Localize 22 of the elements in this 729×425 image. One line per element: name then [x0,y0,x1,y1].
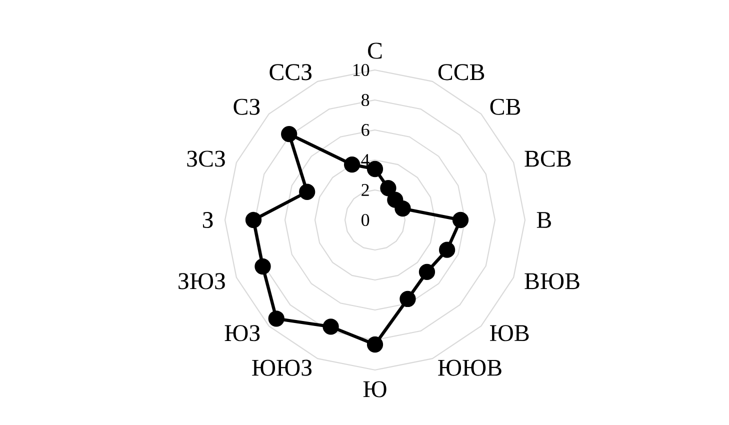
spoke-label: З [202,212,213,228]
spoke-label: В [536,212,551,228]
spoke-label: С [368,42,382,59]
y-tick-label: 4 [361,154,370,166]
spoke-label: ЗСЗ [187,150,225,167]
spoke-label: Ю [363,381,386,398]
y-tick-label: 6 [362,124,370,136]
y-tick-label: 0 [362,214,370,226]
spoke-label: ЮЮВ [438,360,502,376]
spoke-label: СВ [490,98,520,115]
spoke-label: ВЮВ [524,273,580,290]
spoke-label: ЗЮЗ [178,273,225,290]
spoke-label: ВСВ [524,150,571,167]
spoke-label: ЮЮЗ [252,360,312,376]
y-tick-label: 10 [353,64,370,76]
y-tick-label: 8 [362,94,370,106]
y-tick-label: 2 [362,184,369,196]
spoke-label: ЮЗ [224,325,260,342]
spoke-label: ССЗ [270,64,312,80]
spoke-label: ССВ [438,64,484,80]
spoke-label: СЗ [234,98,260,115]
spoke-label: ЮВ [490,325,529,342]
